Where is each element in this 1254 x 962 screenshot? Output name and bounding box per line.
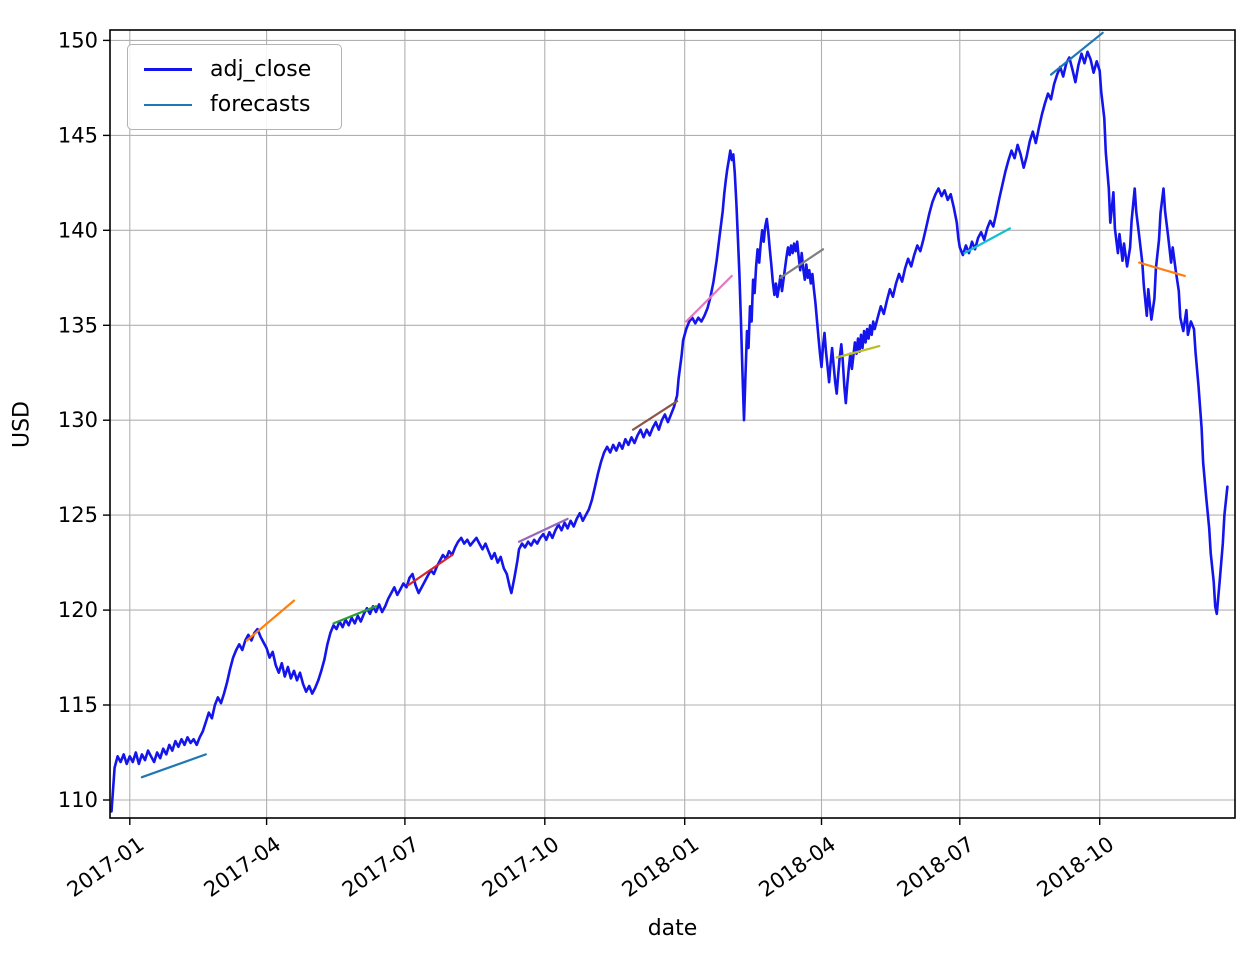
forecast-segment xyxy=(406,553,454,587)
svg-text:2018-07: 2018-07 xyxy=(893,832,979,902)
svg-text:2017-07: 2017-07 xyxy=(338,832,424,902)
svg-text:2018-04: 2018-04 xyxy=(754,832,840,902)
svg-text:110: 110 xyxy=(58,788,98,812)
forecasts-legend-swatch xyxy=(144,103,192,106)
svg-text:2017-04: 2017-04 xyxy=(200,832,286,902)
svg-text:145: 145 xyxy=(58,123,98,147)
svg-text:120: 120 xyxy=(58,598,98,622)
forecast-segment xyxy=(631,400,679,431)
x-tick-labels: 2017-01 2017-04 2017-07 2017-10 2018-01 2018-… xyxy=(63,818,1119,902)
plot-frame xyxy=(109,29,1236,819)
forecast-segment xyxy=(779,248,825,279)
forecast-segment xyxy=(1138,261,1186,277)
forecast-segment xyxy=(685,274,733,323)
forecast-segments xyxy=(140,31,1186,779)
forecast-segment xyxy=(245,599,296,642)
forecast-segment xyxy=(963,227,1012,255)
chart-legend: adj_close forecasts xyxy=(127,44,343,130)
forecast-segment xyxy=(1049,31,1104,76)
svg-text:130: 130 xyxy=(58,408,98,432)
svg-text:125: 125 xyxy=(58,503,98,527)
adj-close-line xyxy=(110,50,1229,813)
adj-close-legend-label: adj_close xyxy=(210,57,312,82)
svg-text:2017-10: 2017-10 xyxy=(478,832,564,902)
legend-item-adj-close: adj_close xyxy=(144,57,311,82)
svg-text:2018-10: 2018-10 xyxy=(1033,832,1119,902)
forecast-segment xyxy=(332,605,378,625)
forecasts-legend-label: forecasts xyxy=(210,92,311,117)
svg-text:150: 150 xyxy=(58,28,98,52)
forecast-segment xyxy=(835,345,881,359)
x-axis-label: date xyxy=(647,916,698,941)
legend-item-forecasts: forecasts xyxy=(144,92,311,117)
svg-text:140: 140 xyxy=(58,218,98,242)
y-axis-label: USD xyxy=(9,401,35,449)
svg-text:135: 135 xyxy=(58,313,98,337)
adj-close-legend-swatch xyxy=(144,68,192,71)
svg-text:2017-01: 2017-01 xyxy=(63,832,149,902)
svg-text:115: 115 xyxy=(58,693,98,717)
y-tick-labels: 110 115 120 125 130 135 140 145 150 xyxy=(58,28,110,812)
grid-lines xyxy=(110,30,1235,818)
forecast-segment xyxy=(140,753,207,779)
svg-text:2018-01: 2018-01 xyxy=(618,832,704,902)
forecast-segment xyxy=(517,517,569,543)
